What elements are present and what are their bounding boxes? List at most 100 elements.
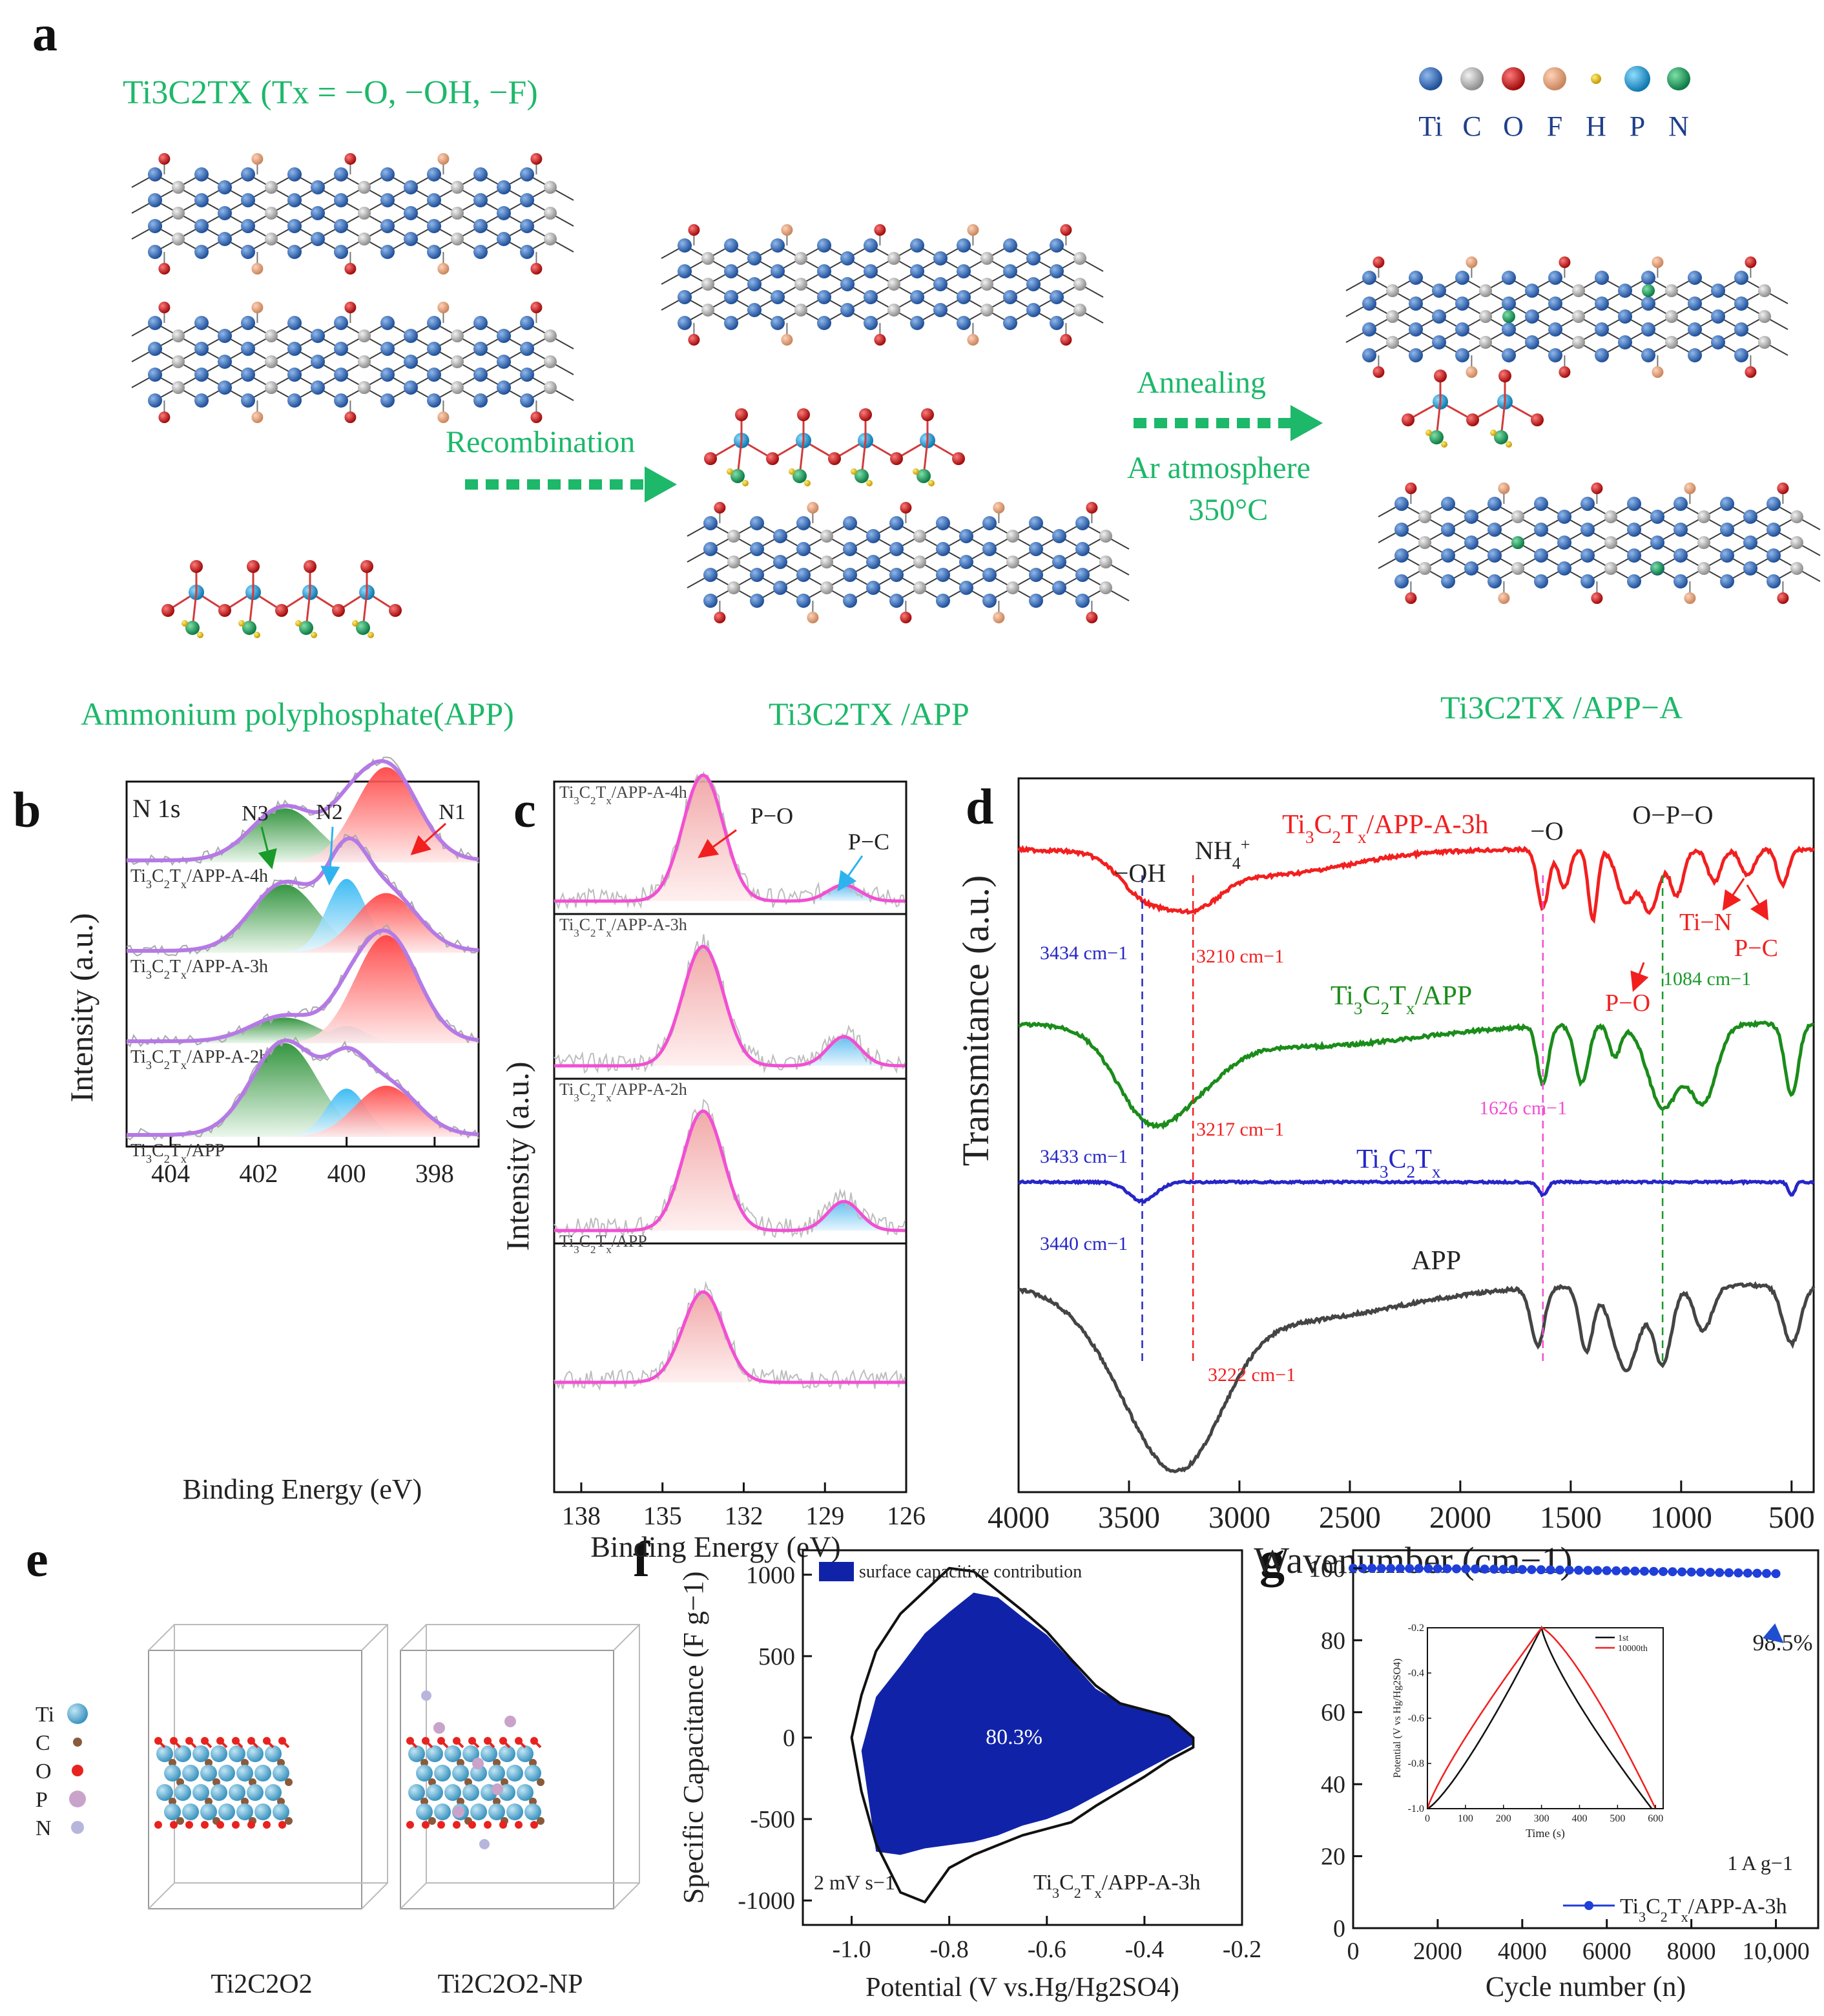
atom-c — [265, 329, 278, 342]
panel-a-schematic: Ti3C2TX (Tx = −O, −OH, −F) Ti C O F H P N Ammo… — [81, 66, 1821, 732]
e-atom-ti — [470, 1803, 487, 1820]
e-atom-c — [529, 1798, 537, 1805]
atom-termination — [344, 153, 357, 165]
atom-ti — [404, 329, 418, 343]
e-atom-ti — [517, 1784, 534, 1801]
structure-ti2c2o2-np — [400, 1624, 640, 1909]
ftir-label-app-composite: Ti3C2Tx/APP — [1331, 981, 1472, 1018]
atom-ti — [889, 594, 904, 608]
atom-ti — [957, 264, 971, 278]
atom-h — [254, 632, 260, 638]
atom-ti — [1525, 309, 1539, 324]
legend-atom-ti — [1419, 67, 1442, 90]
p2p-label-p-c: P−C — [848, 829, 889, 855]
n1s-envelope — [127, 836, 479, 953]
retention-point — [1743, 1568, 1752, 1578]
atom-c — [980, 252, 993, 265]
atom-termination — [1086, 612, 1098, 623]
e-atom-c — [493, 1798, 501, 1805]
inset-legend-label: 10000th — [1618, 1644, 1648, 1654]
retention-point — [1471, 1564, 1480, 1574]
atom-ti — [1618, 284, 1632, 298]
retention-label: 98.5% — [1753, 1630, 1813, 1656]
atom-c — [1758, 284, 1771, 297]
panel-b-frame — [125, 780, 480, 1148]
p2p-peak-p-o — [554, 946, 906, 1066]
atom-c — [1790, 536, 1803, 549]
e-atom-ti — [236, 1765, 253, 1782]
atom-ti — [703, 568, 718, 582]
retention-point — [1696, 1567, 1706, 1577]
atom-ti — [287, 393, 302, 408]
atom-n — [1494, 430, 1508, 444]
atom-h — [913, 468, 919, 475]
e-atom-ti — [488, 1765, 505, 1782]
atom-ti — [218, 206, 232, 220]
e-atom-o — [263, 1821, 271, 1829]
atom-ti — [194, 193, 209, 207]
label-ti2c2o2: Ti2C2O2 — [211, 1969, 312, 1999]
atom-h — [928, 480, 935, 486]
legend-atom-f — [1543, 67, 1566, 90]
atom-ti — [241, 193, 255, 207]
e-atom-n — [421, 1690, 431, 1701]
atom-ti — [1688, 348, 1702, 362]
arrow-recombination-label: Recombination — [446, 425, 635, 459]
ftir-band-nh4: NH4+ — [1195, 835, 1250, 873]
atom-ti — [1557, 535, 1571, 550]
e-atom-ti — [174, 1745, 191, 1762]
e-atom-ti — [254, 1765, 271, 1782]
atom-ti — [864, 316, 878, 330]
n1s-series-label: Ti3C2Tx/APP-A-2h — [130, 1047, 268, 1072]
atom-c — [358, 207, 371, 220]
atom-termination — [530, 153, 543, 165]
retention-point — [1480, 1564, 1489, 1574]
atom-ti — [1464, 561, 1478, 576]
atom-ti — [1641, 322, 1655, 337]
g-ytick-label: 80 — [1321, 1627, 1345, 1654]
f-ytick-label: -500 — [750, 1806, 795, 1833]
d-xtick-label: 3000 — [1208, 1501, 1270, 1535]
panel-letter-d: d — [966, 778, 993, 835]
e-atom-c — [285, 1778, 293, 1786]
c-xtick-label: 135 — [643, 1501, 682, 1530]
atom-o — [1402, 413, 1415, 426]
atom-h — [352, 620, 358, 627]
atom-termination — [251, 302, 264, 313]
atom-c — [544, 329, 557, 342]
c-xtick-label: 132 — [724, 1501, 763, 1530]
atom-ti — [796, 542, 811, 556]
n1s-label-n2: N2 — [316, 800, 343, 824]
atom-ti — [1455, 271, 1469, 285]
atom-ti — [1362, 348, 1376, 362]
g-xtick-label: 10,000 — [1742, 1938, 1810, 1965]
atom-ti — [866, 555, 880, 569]
atom-ti — [1003, 290, 1017, 304]
atom-ti — [520, 368, 534, 382]
atom-n — [185, 621, 200, 635]
panel-f-xlabel: Potential (V vs.Hg/Hg2SO4) — [865, 1973, 1179, 2002]
n1s-label-n3: N3 — [242, 802, 269, 826]
atom-ti — [1075, 594, 1090, 608]
e-atom-o — [263, 1737, 271, 1745]
atom-ti — [1720, 497, 1734, 511]
e-atom-o — [185, 1737, 193, 1745]
atom-ti — [678, 316, 692, 330]
panel-b-title: N 1s — [132, 794, 180, 823]
e-atom-ti — [218, 1765, 235, 1782]
atom-ti — [241, 167, 255, 182]
atom-c — [887, 278, 900, 291]
panel-letter-c: c — [513, 782, 536, 838]
e-atom-ti — [462, 1745, 479, 1762]
atom-ti — [311, 206, 325, 220]
atom-c — [358, 329, 371, 342]
e-atom-o — [499, 1821, 507, 1829]
atom-ti — [1641, 296, 1655, 311]
e-atom-c — [529, 1759, 537, 1767]
panel-c-xlabel: Binding Energy (eV) — [590, 1530, 841, 1563]
atom-c — [1790, 562, 1803, 575]
atom-c — [544, 381, 557, 394]
c-xtick-label: 126 — [887, 1501, 926, 1530]
atom-ti — [1627, 574, 1641, 588]
